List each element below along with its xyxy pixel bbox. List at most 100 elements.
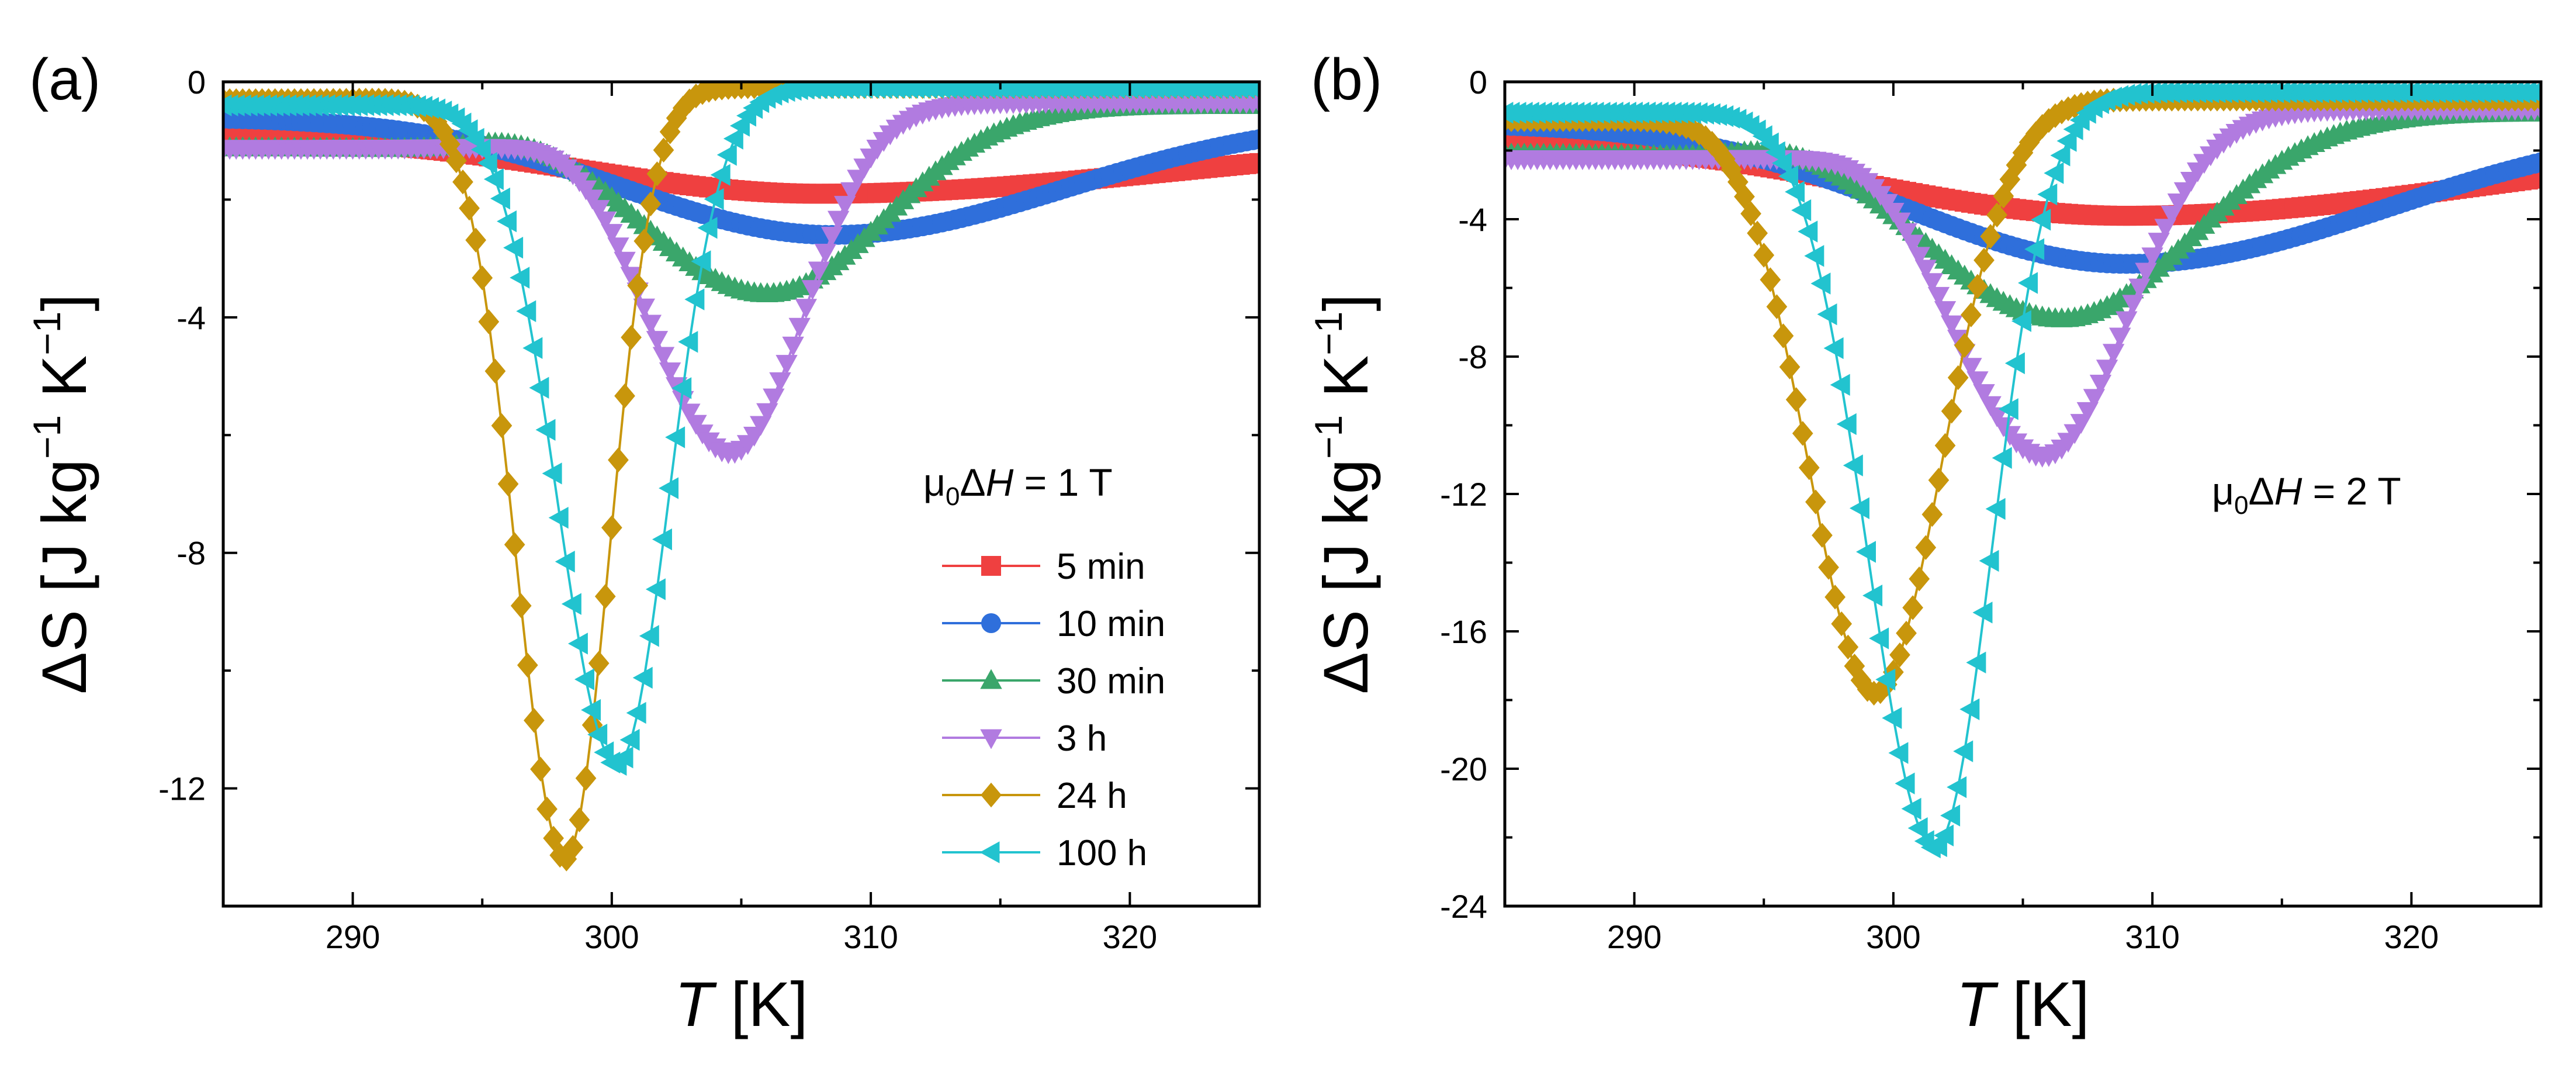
data-point	[1772, 323, 1794, 348]
y-axis-exp: −1	[1307, 415, 1350, 459]
data-point	[1980, 224, 2001, 249]
data-point	[464, 127, 484, 150]
data-point	[1960, 358, 1982, 378]
data-point	[2154, 219, 2176, 239]
data-point	[1249, 129, 1259, 149]
data-point	[594, 211, 617, 231]
data-point	[1909, 566, 1930, 592]
data-point	[503, 237, 524, 259]
legend-label: 100 h	[1057, 833, 1147, 873]
y-tick-label: -8	[176, 535, 206, 572]
field-sub: 0	[946, 482, 960, 511]
data-point	[684, 288, 705, 310]
data-point	[834, 196, 856, 216]
data-point	[1979, 550, 1999, 572]
data-point	[723, 127, 743, 150]
legend-item: 24 h	[942, 776, 1127, 816]
data-point	[1843, 454, 1863, 476]
y-axis-label: ΔS [J kg−1 K−1]	[1307, 294, 1381, 694]
data-point	[1747, 220, 1768, 246]
data-point	[1901, 797, 1921, 820]
data-point	[801, 280, 824, 300]
data-point	[659, 477, 679, 499]
data-point	[588, 651, 610, 676]
data-point	[524, 708, 545, 733]
data-point	[1810, 272, 1831, 295]
data-point	[646, 331, 669, 351]
x-tick-label: 300	[1866, 918, 1920, 955]
x-tick-label: 310	[843, 918, 898, 955]
data-point	[632, 666, 653, 689]
data-point	[620, 267, 642, 287]
data-point	[2115, 311, 2138, 331]
data-point	[1902, 595, 1923, 620]
data-point	[478, 309, 500, 334]
data-point	[470, 139, 491, 161]
plot-area	[1505, 82, 2541, 859]
data-point	[1992, 447, 2012, 469]
panel-label: (a)	[29, 47, 101, 112]
data-point	[1831, 611, 1853, 637]
data-point	[1941, 399, 1962, 424]
field-mid: Δ	[960, 461, 986, 504]
data-point	[1927, 286, 1950, 307]
data-point	[1940, 315, 1963, 336]
data-point	[483, 168, 504, 191]
legend: 5 min 10 min 30 min 3 h 24 h 100 h	[942, 547, 1165, 873]
data-point	[601, 515, 622, 540]
data-point	[491, 413, 513, 438]
data-point	[1896, 620, 1917, 646]
data-point	[2089, 375, 2112, 395]
legend-marker	[981, 613, 1001, 633]
data-point	[536, 796, 558, 822]
data-point	[1888, 742, 1909, 764]
data-point	[1882, 707, 1902, 729]
data-point	[543, 825, 564, 851]
data-point	[1830, 374, 1850, 396]
data-point	[1902, 234, 1924, 255]
x-axis-unit: [K]	[1995, 969, 2089, 1039]
data-point	[2148, 233, 2170, 253]
data-point	[645, 578, 666, 600]
data-point	[535, 419, 556, 441]
data-point	[484, 358, 506, 384]
data-point	[2018, 272, 2038, 294]
data-point	[1998, 398, 2018, 420]
data-point	[588, 200, 610, 220]
data-point	[587, 723, 608, 746]
y-axis-exp2: −1	[25, 312, 68, 355]
data-point	[548, 506, 569, 529]
field-mid: Δ	[2249, 469, 2274, 513]
y-axis-label: ΔS [J kg−1 K−1]	[25, 294, 99, 694]
data-point	[1798, 455, 1820, 481]
data-point	[1889, 642, 1910, 668]
data-point	[678, 331, 698, 353]
data-point	[452, 169, 473, 195]
data-point	[763, 388, 785, 409]
data-point	[1986, 202, 2008, 227]
data-point	[1798, 220, 1818, 243]
data-point	[756, 403, 778, 423]
x-tick-label: 290	[326, 918, 380, 955]
data-point	[1836, 413, 1857, 436]
y-tick-label: -20	[1440, 751, 1487, 787]
legend-label: 24 h	[1057, 776, 1127, 816]
data-point	[827, 210, 850, 231]
data-point	[490, 187, 510, 210]
data-point	[1248, 82, 1259, 94]
data-point	[601, 224, 623, 244]
y-axis-text-mid: K	[29, 355, 99, 415]
data-point	[1249, 153, 1259, 173]
data-point	[567, 633, 588, 655]
data-point	[678, 403, 701, 424]
data-point	[2056, 130, 2077, 152]
data-point	[646, 161, 668, 186]
data-point	[2529, 85, 2541, 99]
data-point	[697, 217, 718, 239]
legend-item: 30 min	[942, 661, 1165, 701]
field-suffix: = 1 T	[1013, 461, 1112, 504]
data-point	[2141, 247, 2163, 268]
data-point	[1973, 247, 1995, 273]
